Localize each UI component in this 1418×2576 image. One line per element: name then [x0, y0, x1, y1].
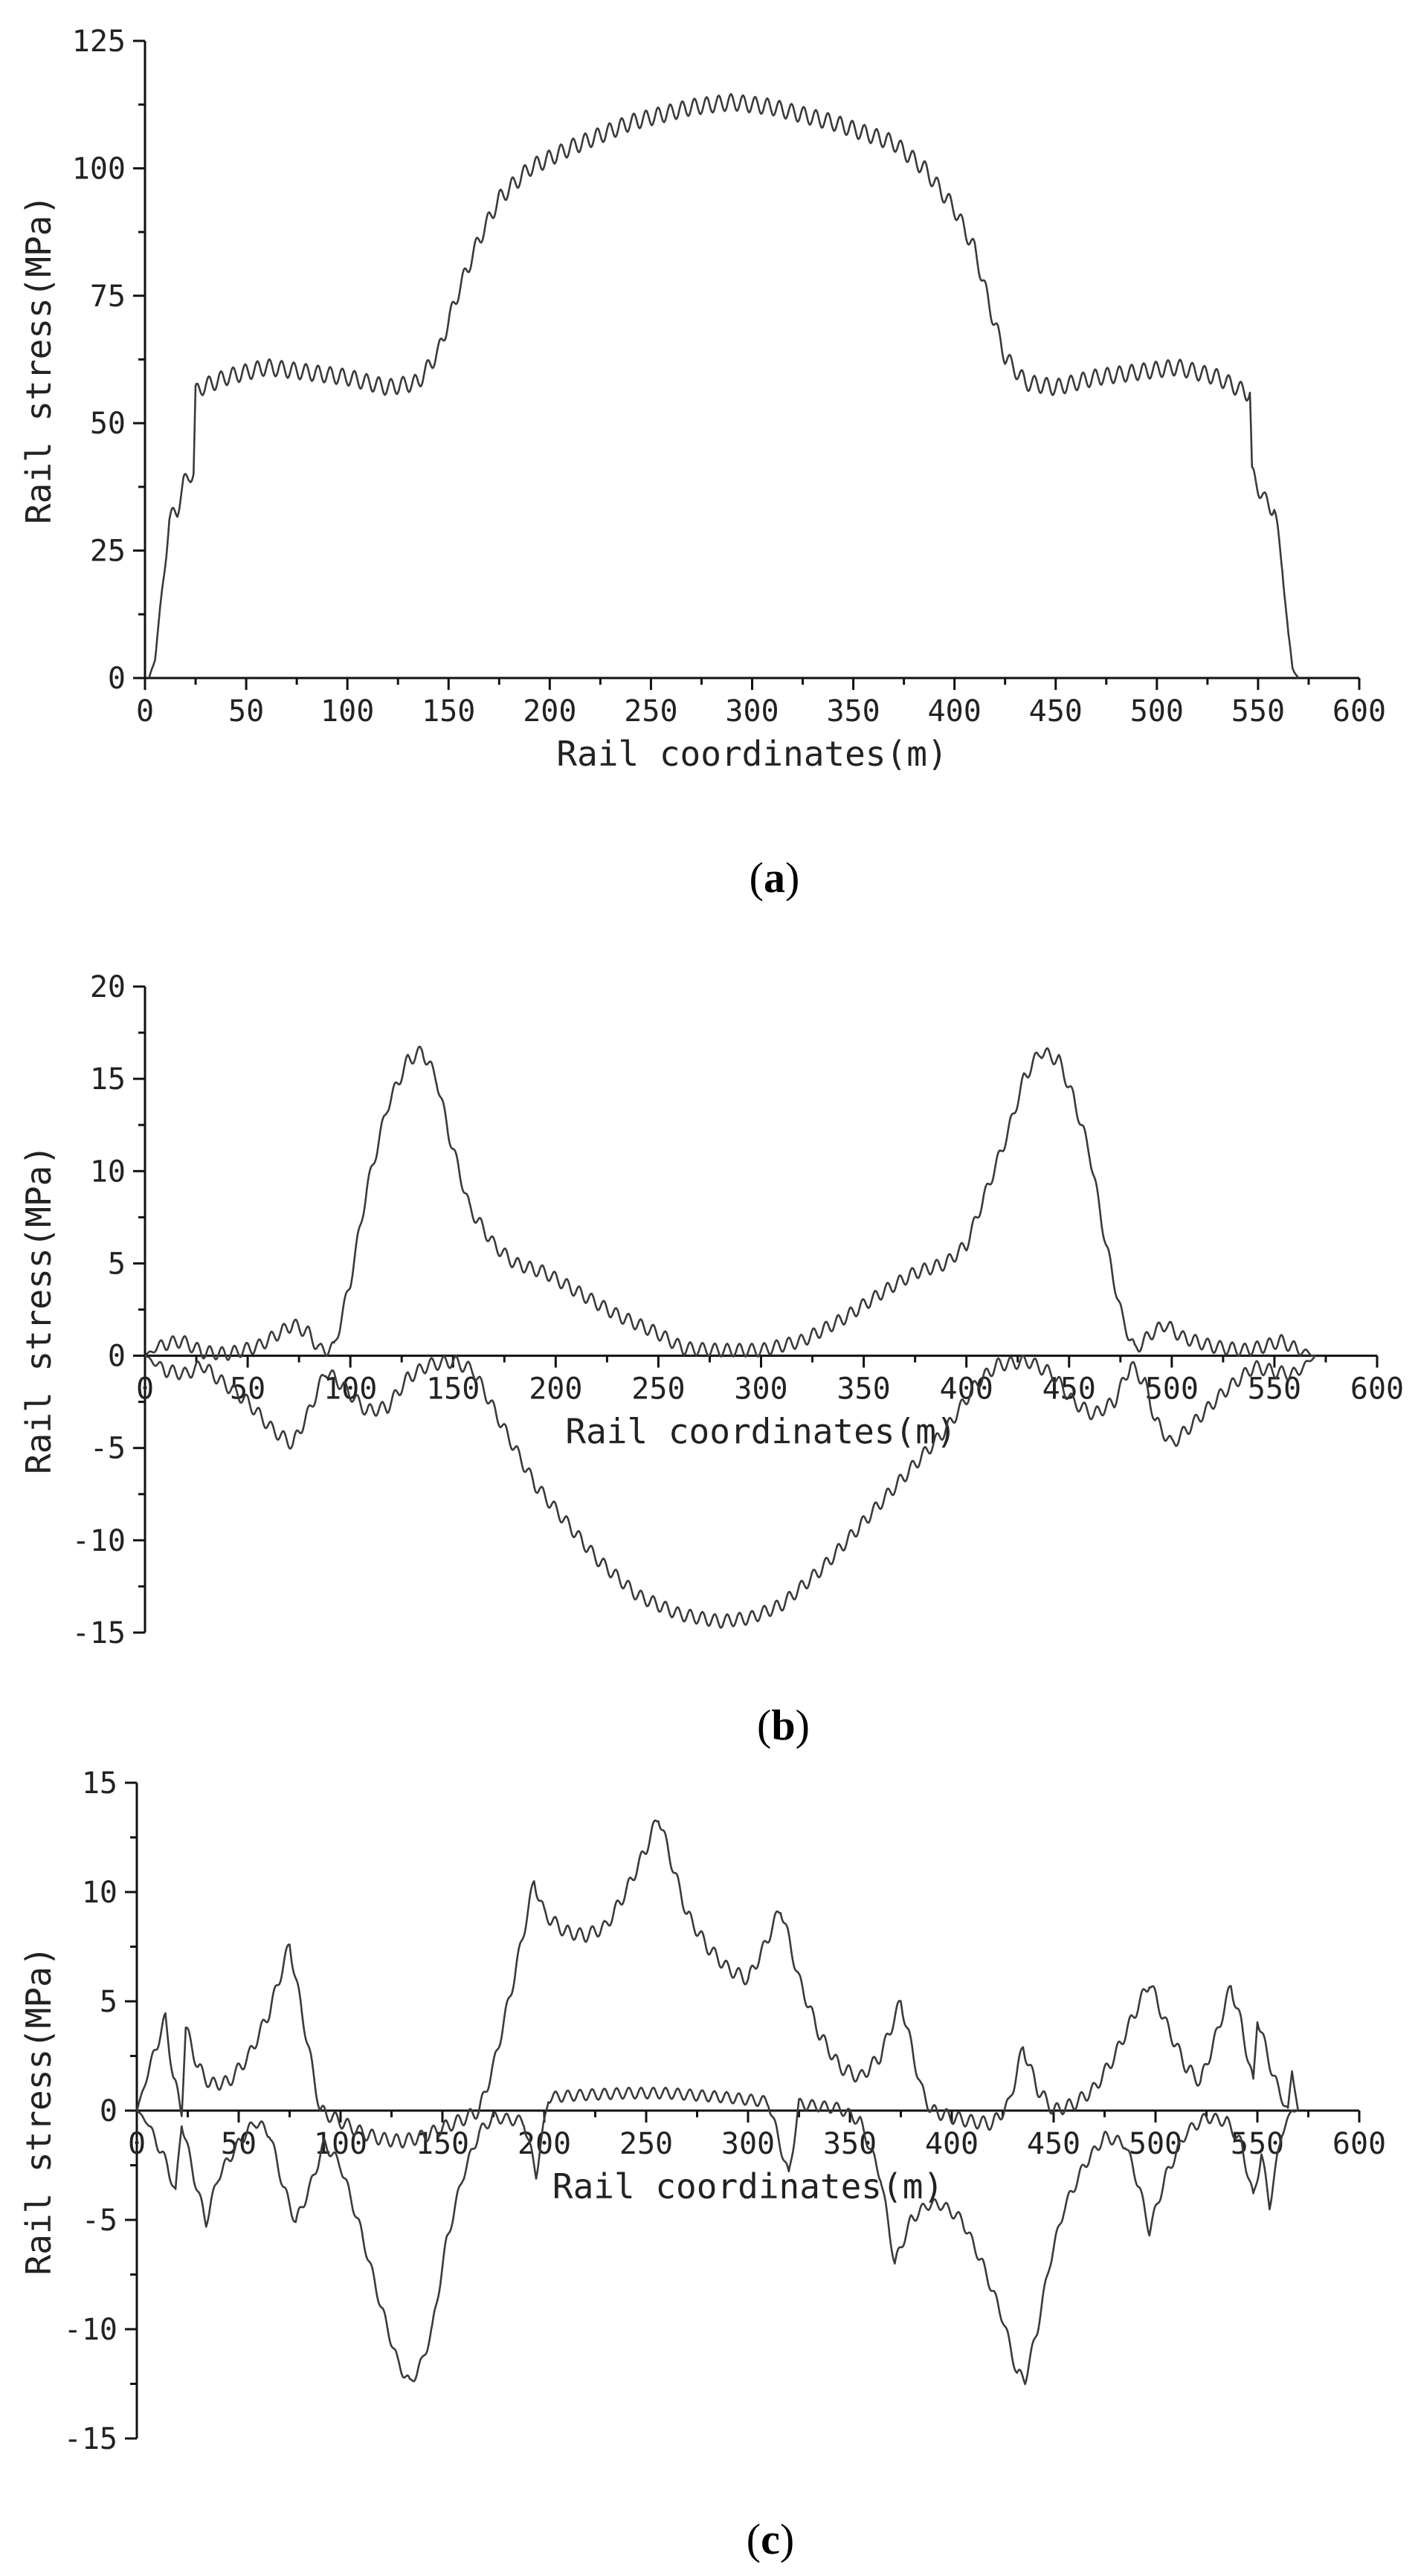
x-tick-label: 400: [928, 694, 982, 729]
x-tick-label: 400: [940, 1372, 993, 1407]
x-tick-label: 500: [1145, 1372, 1199, 1407]
y-tick-label: -5: [82, 2204, 117, 2238]
x-tick-label: 250: [619, 2127, 673, 2161]
y-tick-label: 15: [90, 1062, 126, 1097]
y-tick-label: -15: [64, 2422, 117, 2456]
x-tick-label: 600: [1350, 1372, 1404, 1407]
x-axis-label: Rail coordinates(m): [556, 734, 947, 774]
x-tick-label: 300: [734, 1372, 787, 1407]
chart-a: 0 25 50 75 100 125 0 50 100 150 200 250 300 350 400 450…: [19, 25, 1386, 902]
x-tick-label: 600: [1332, 694, 1386, 729]
x-tick-label: 150: [426, 1372, 480, 1407]
x-tick-label: 300: [721, 2127, 775, 2161]
x-tick-label: 350: [823, 2127, 877, 2161]
x-tick-label: 0: [128, 2127, 146, 2161]
series-line-1: [148, 93, 1300, 679]
x-tick-label: 450: [1027, 2127, 1080, 2161]
y-tick-label: 25: [90, 535, 126, 569]
y-tick-label: 20: [90, 970, 126, 1004]
y-tick-label: 75: [90, 280, 126, 314]
x-tick-label: 50: [230, 1372, 265, 1407]
y-tick-label: 10: [90, 1155, 126, 1189]
y-tick-label: -10: [72, 1524, 126, 1558]
x-tick-label: 50: [221, 2127, 257, 2161]
y-tick-label: -10: [64, 2313, 117, 2347]
y-tick-label: 5: [108, 1247, 126, 1281]
y-tick-label: -5: [90, 1432, 126, 1466]
series-line-2: [136, 2086, 1298, 2386]
x-axis-label: Rail coordinates(m): [565, 1412, 956, 1452]
x-tick-label: 350: [837, 1372, 890, 1407]
y-tick-label: 0: [108, 1340, 126, 1374]
x-tick-label: 400: [925, 2127, 979, 2161]
x-tick-label: 50: [228, 694, 264, 729]
x-tick-label: 550: [1231, 2127, 1284, 2161]
y-tick-label: 0: [108, 662, 126, 696]
x-tick-label: 200: [523, 694, 576, 729]
y-tick-label: 0: [100, 2094, 117, 2128]
y-tick-label: -15: [72, 1616, 126, 1650]
y-axis-label: Rail stress(MPa): [19, 1946, 59, 2275]
x-tick-label: 450: [1042, 1372, 1096, 1407]
x-tick-label: 350: [826, 694, 880, 729]
x-tick-label: 250: [624, 694, 677, 729]
y-tick-label: 125: [72, 25, 126, 59]
panel-caption: (a): [750, 853, 800, 902]
x-tick-label: 200: [529, 1372, 582, 1407]
panel-caption: (c): [747, 2515, 794, 2563]
series-line-1: [135, 1819, 1300, 2149]
x-tick-label: 450: [1029, 694, 1083, 729]
panel-caption: (b): [757, 1701, 810, 1749]
y-tick-label: 50: [90, 407, 126, 441]
x-tick-label: 500: [1129, 2127, 1182, 2161]
y-tick-label: 100: [72, 152, 126, 186]
y-tick-label: 5: [100, 1985, 117, 2019]
x-tick-label: 300: [725, 694, 779, 729]
x-tick-label: 150: [416, 2127, 469, 2161]
x-tick-label: 100: [320, 694, 374, 729]
y-tick-label: 15: [82, 1766, 117, 1801]
x-tick-label: 0: [136, 694, 154, 729]
y-tick-label: 10: [82, 1876, 117, 1910]
y-axis-label: Rail stress(MPa): [19, 195, 59, 524]
x-tick-label: 150: [422, 694, 475, 729]
series-line-2: [144, 1354, 1317, 1629]
x-tick-label: 550: [1231, 694, 1285, 729]
x-tick-label: 200: [518, 2127, 571, 2161]
x-tick-label: 500: [1130, 694, 1184, 729]
x-tick-label: 600: [1332, 2127, 1386, 2161]
x-tick-label: 250: [631, 1372, 685, 1407]
x-tick-label: 0: [136, 1372, 154, 1407]
series-line-1: [144, 1045, 1316, 1361]
y-axis-label: Rail stress(MPa): [19, 1145, 59, 1474]
